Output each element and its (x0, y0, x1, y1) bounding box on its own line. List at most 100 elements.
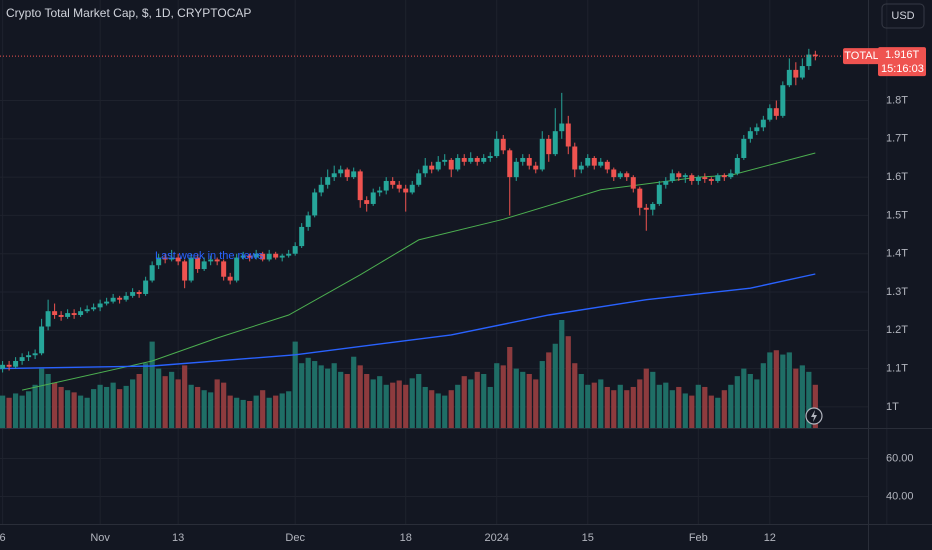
symbol-tag: TOTAL (844, 50, 878, 62)
candle-body (507, 150, 513, 178)
candle-body (19, 357, 25, 361)
volume-bar (396, 380, 402, 428)
chart-title: Crypto Total Market Cap, $, 1D, CRYPTOCA… (6, 6, 251, 20)
volume-bar (188, 384, 194, 428)
symbol-tag-bg (843, 48, 880, 65)
candle-body (149, 265, 155, 281)
lightning-icon[interactable] (805, 407, 823, 425)
volume-bar (357, 365, 363, 428)
volume-bar (0, 395, 6, 428)
volume-bar (351, 356, 357, 428)
y-tick-label: 1T (886, 401, 899, 413)
volume-bar (760, 363, 766, 428)
volume-bar (325, 368, 331, 428)
currency-button[interactable] (881, 3, 925, 29)
candle-body (435, 161, 441, 170)
volume-bar (461, 376, 467, 428)
candle-body (552, 131, 558, 155)
candle-body (156, 257, 162, 266)
volume-bar (416, 374, 422, 428)
candle-body (578, 165, 584, 170)
volume-bar (780, 354, 786, 428)
candle-body (494, 138, 500, 157)
volume-bar (643, 368, 649, 428)
candle-body (487, 156, 493, 158)
volume-bar (689, 395, 695, 428)
volume-bar (429, 390, 435, 428)
candle-body (136, 292, 142, 294)
volume-pane (0, 320, 818, 428)
volume-bar (617, 384, 623, 428)
news-annotation[interactable]: Last week in the news (155, 250, 264, 262)
volume-bar (390, 382, 396, 428)
volume-bar (650, 371, 656, 428)
candle-body (253, 253, 259, 258)
x-tick-label: 15 (582, 532, 594, 544)
candle-body (377, 190, 383, 193)
candle-body (422, 165, 428, 174)
candle-body (754, 127, 760, 132)
volume-bar (695, 384, 701, 428)
candle-body (162, 257, 168, 260)
volume-bar (754, 379, 760, 428)
candle-body (6, 364, 12, 367)
volume-bar (65, 390, 71, 428)
candle-body (344, 169, 350, 178)
candle-body (643, 207, 649, 210)
x-tick-label: Dec (285, 532, 305, 544)
volume-bar (247, 401, 253, 428)
candle-body (188, 257, 194, 281)
volume-bar (156, 368, 162, 428)
candle-body (799, 66, 805, 78)
volume-bar (279, 393, 285, 428)
volume-bar (793, 368, 799, 428)
x-tick-label: 13 (172, 532, 184, 544)
candle-body (409, 184, 415, 193)
y-tick-label: 1.2T (886, 324, 908, 336)
volume-bar (773, 350, 779, 428)
volume-bar (318, 365, 324, 428)
volume-bar (182, 365, 188, 428)
candle-body (767, 108, 773, 120)
candle-body (604, 161, 610, 170)
candle-body (26, 355, 32, 358)
candle-body (214, 259, 220, 262)
volume-bar (377, 376, 383, 428)
candle-body (13, 360, 19, 367)
volume-bar (266, 397, 272, 428)
volume-bar (97, 384, 103, 428)
candle-body (630, 177, 636, 189)
candle-body (520, 157, 526, 162)
candle-body (585, 157, 591, 166)
volume-bar (149, 341, 155, 428)
candle-body (793, 69, 799, 78)
volume-bar (214, 379, 220, 428)
x-tick-label: 6 (0, 532, 6, 544)
candle-body (416, 173, 422, 185)
volume-bar (305, 357, 311, 428)
volume-bar (260, 390, 266, 428)
volume-bar (448, 390, 454, 428)
volume-bar (39, 368, 45, 428)
candle-body (474, 157, 480, 162)
candle-body (682, 175, 688, 178)
candles (0, 48, 818, 373)
candle-body (221, 261, 227, 277)
candle-body (52, 311, 58, 316)
candle-body (617, 173, 623, 178)
volume-bar (786, 352, 792, 428)
candle-body (351, 171, 357, 178)
candle-body (689, 175, 695, 181)
volume-bar (624, 390, 630, 428)
candle-body (169, 257, 175, 260)
moving-averages (0, 152, 816, 391)
y-tick-label: 1.4T (886, 248, 908, 260)
candle-body (279, 255, 285, 258)
candle-body (760, 119, 766, 128)
volume-bar (487, 386, 493, 428)
volume-bar (240, 399, 246, 428)
candle-body (240, 255, 246, 258)
volume-bar (370, 379, 376, 428)
